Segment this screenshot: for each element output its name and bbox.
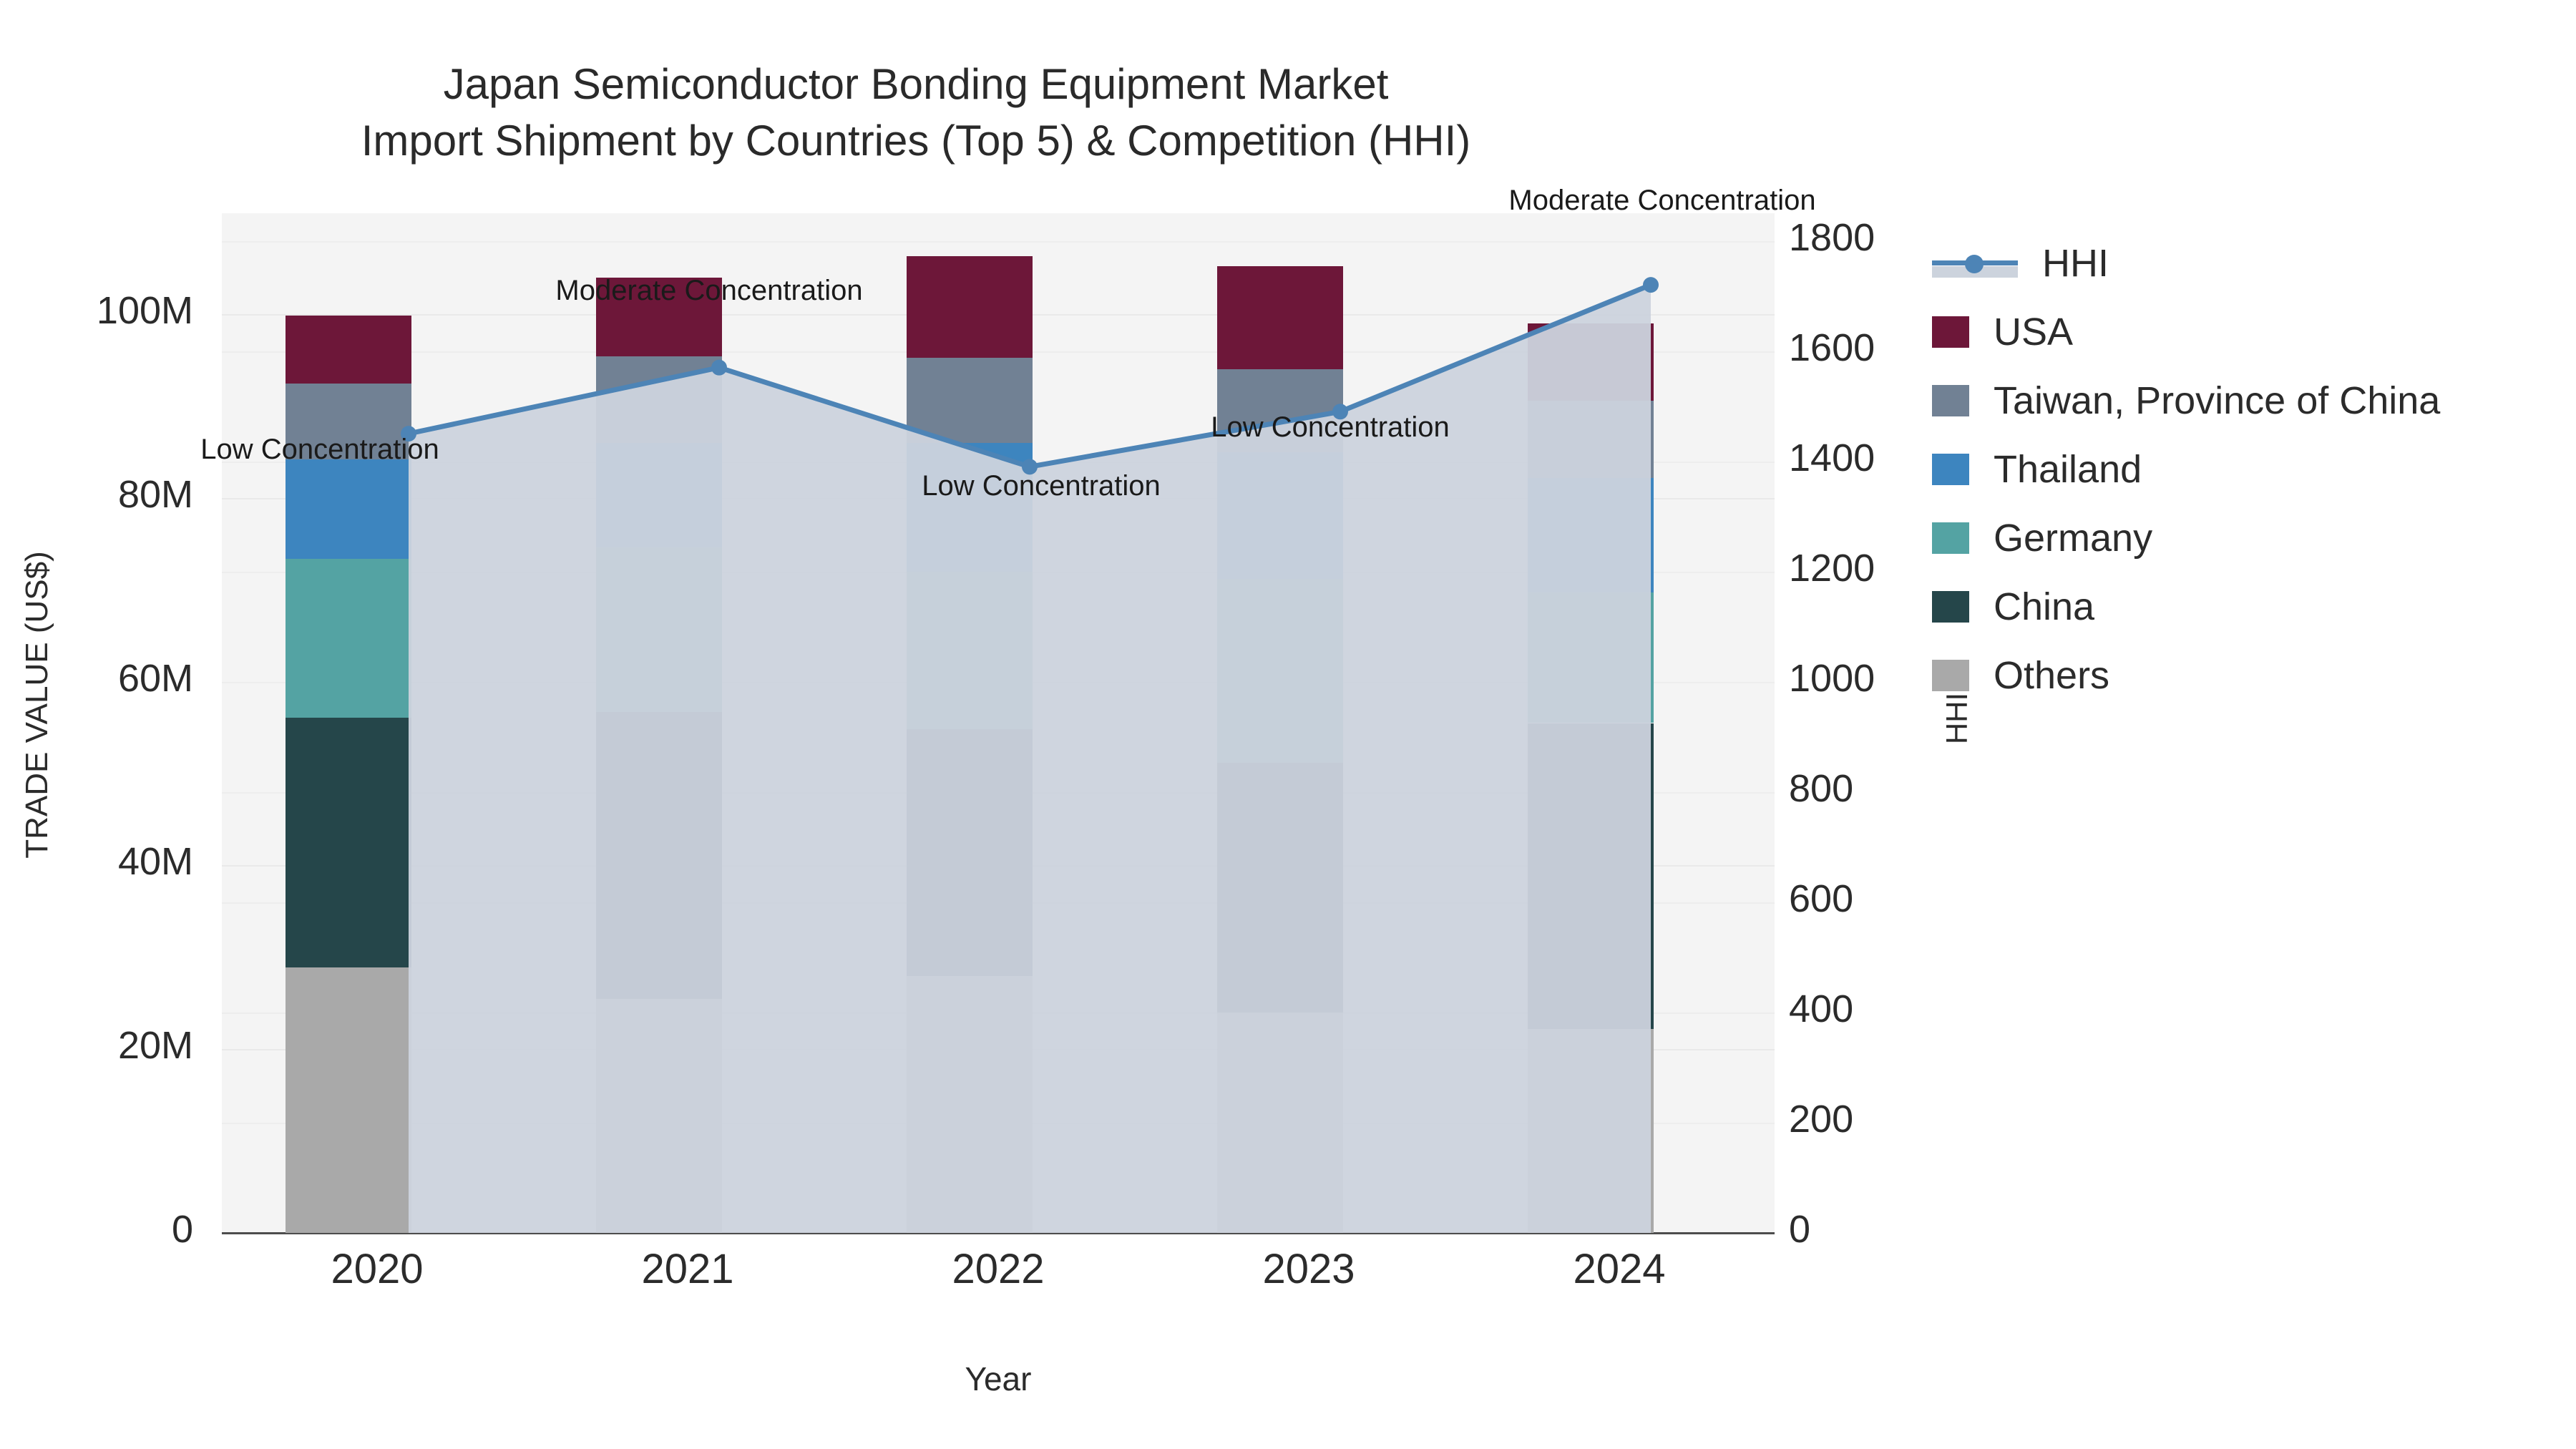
y-axis-tick-label: 80M: [117, 472, 193, 516]
bar-segment[interactable]: [1528, 1029, 1654, 1233]
legend-item-thailand[interactable]: Thailand: [1932, 435, 2562, 504]
y-axis-tick-label: 40M: [117, 840, 193, 884]
legend-color-swatch: [1932, 316, 1969, 348]
chart-title-line-2: Import Shipment by Countries (Top 5) & C…: [361, 117, 1471, 165]
bar-segment[interactable]: [286, 315, 411, 384]
gridline-y2: [222, 240, 1775, 243]
y-axis-tick-label: 100M: [96, 289, 193, 333]
x-axis-tick-label: 2022: [952, 1246, 1045, 1292]
bar-segment[interactable]: [596, 998, 722, 1233]
bar-segment[interactable]: [907, 256, 1033, 358]
bar-segment[interactable]: [1528, 477, 1654, 593]
x-axis-tick-label: 2020: [331, 1246, 424, 1292]
concentration-annotation: Moderate Concentration: [555, 274, 863, 306]
bar-segment[interactable]: [1528, 723, 1654, 1029]
y-axis-title: TRADE VALUE (US$): [19, 551, 54, 859]
stacked-bar[interactable]: [286, 213, 411, 1233]
bar-segment[interactable]: [907, 975, 1033, 1233]
bar-segment[interactable]: [286, 383, 411, 460]
legend-item-china[interactable]: China: [1932, 572, 2562, 641]
y2-axis-tick-label: 1200: [1789, 546, 1875, 590]
legend-line-swatch: [1932, 248, 2018, 279]
bar-segment[interactable]: [907, 729, 1033, 976]
chart-title: Japan Semiconductor Bonding Equipment Ma…: [0, 56, 1832, 169]
legend-item-label: USA: [1994, 311, 2074, 353]
y2-axis-tick-label: 800: [1789, 766, 1854, 810]
legend-item-label: China: [1994, 585, 2095, 628]
legend-item-hhi[interactable]: HHI: [1932, 229, 2562, 298]
legend-color-swatch: [1932, 591, 1969, 623]
legend-item-label: Others: [1994, 654, 2110, 697]
y2-axis-tick-label: 1800: [1789, 215, 1875, 259]
bar-segment[interactable]: [1217, 1012, 1343, 1233]
y2-axis-tick-label: 400: [1789, 987, 1854, 1030]
legend-color-swatch: [1932, 385, 1969, 416]
bar-segment[interactable]: [1528, 400, 1654, 478]
bar-segment[interactable]: [596, 356, 722, 443]
x-axis-tick-label: 2021: [641, 1246, 734, 1292]
stacked-bar[interactable]: [907, 213, 1033, 1233]
bar-segment[interactable]: [907, 357, 1033, 443]
bar-segment[interactable]: [1217, 266, 1343, 370]
x-axis-title: Year: [965, 1360, 1032, 1397]
stacked-bar[interactable]: [596, 213, 722, 1233]
x-axis-tick-label: 2023: [1262, 1246, 1355, 1292]
y2-axis-tick-label: 1400: [1789, 436, 1875, 479]
y2-axis-tick-label: 200: [1789, 1097, 1854, 1141]
y-axis-tick-label: 20M: [117, 1024, 193, 1068]
x-axis-line: [222, 1232, 1775, 1234]
legend-item-label: HHI: [2042, 242, 2109, 285]
x-axis-tick-label: 2024: [1573, 1246, 1666, 1292]
chart-legend: HHI USA Taiwan, Province of China Thailand G…: [1932, 229, 2562, 710]
y-axis-tick-label: 0: [171, 1208, 193, 1251]
y-axis-tick-label: 60M: [117, 656, 193, 700]
concentration-annotation: Low Concentration: [200, 434, 439, 466]
legend-item-label: Taiwan, Province of China: [1994, 379, 2441, 422]
chart-title-line-1: Japan Semiconductor Bonding Equipment Ma…: [443, 60, 1389, 108]
bar-segment[interactable]: [286, 558, 411, 718]
bar-segment[interactable]: [596, 442, 722, 548]
bar-segment[interactable]: [596, 712, 722, 999]
bar-segment[interactable]: [1528, 323, 1654, 401]
stacked-bar[interactable]: [1217, 213, 1343, 1233]
legend-item-taiwan-province-of-china[interactable]: Taiwan, Province of China: [1932, 366, 2562, 435]
concentration-annotation: Moderate Concentration: [1508, 185, 1816, 217]
y2-axis-tick-label: 1000: [1789, 656, 1875, 700]
stacked-bar[interactable]: [1528, 213, 1654, 1233]
bar-segment[interactable]: [1217, 762, 1343, 1013]
legend-item-label: Germany: [1994, 517, 2153, 560]
legend-item-others[interactable]: Others: [1932, 641, 2562, 710]
y2-axis-tick-label: 600: [1789, 877, 1854, 920]
y2-axis-tick-label: 1600: [1789, 326, 1875, 369]
legend-color-swatch: [1932, 454, 1969, 485]
bar-segment[interactable]: [907, 442, 1033, 572]
y2-axis-tick-label: 0: [1789, 1208, 1811, 1251]
concentration-annotation: Low Concentration: [922, 470, 1161, 502]
bar-segment[interactable]: [1528, 592, 1654, 723]
bar-segment[interactable]: [596, 547, 722, 713]
bar-segment[interactable]: [1217, 452, 1343, 579]
legend-item-label: Thailand: [1994, 448, 2142, 491]
bar-segment[interactable]: [1217, 578, 1343, 763]
bar-segment[interactable]: [907, 571, 1033, 730]
bar-segment[interactable]: [286, 967, 411, 1233]
legend-color-swatch: [1932, 660, 1969, 691]
bar-segment[interactable]: [286, 717, 411, 967]
legend-item-usa[interactable]: USA: [1932, 298, 2562, 366]
legend-color-swatch: [1932, 522, 1969, 554]
bar-segment[interactable]: [286, 459, 411, 559]
concentration-annotation: Low Concentration: [1211, 411, 1450, 444]
legend-item-germany[interactable]: Germany: [1932, 504, 2562, 572]
